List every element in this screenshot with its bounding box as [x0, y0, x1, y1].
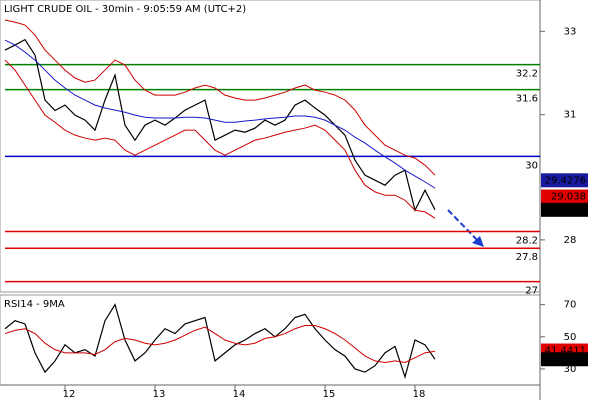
series-line [4, 59, 436, 219]
series-line [4, 19, 436, 176]
x-tick-label: 14 [233, 389, 246, 400]
rsi-panel [0, 294, 541, 386]
price-tag [541, 173, 588, 188]
level-label: 27 [525, 286, 538, 297]
x-tick-label: 13 [153, 389, 166, 400]
y-tick-label: 30 [564, 364, 577, 375]
level-label: 30 [525, 160, 538, 171]
price-tag [541, 352, 588, 367]
series-line [4, 38, 436, 212]
price-tag-label: 29.4276 [545, 175, 586, 186]
y-tick-label: 33 [564, 26, 577, 37]
y-tick-label: 50 [564, 332, 577, 343]
y-tick-label: 70 [564, 300, 577, 311]
panel-title: LIGHT CRUDE OIL - 30min - 9:05:59 AM (UT… [4, 4, 246, 15]
level-label: 32.2 [516, 69, 538, 80]
level-label: 27.8 [516, 252, 538, 263]
panel-title: RSI14 - 9MA [4, 299, 65, 310]
level-label: 31.6 [516, 94, 538, 105]
series-line [4, 325, 436, 364]
price-tag-label: 36.0216 [545, 354, 586, 365]
x-tick-label: 15 [323, 389, 336, 400]
y-tick-label: 28 [564, 235, 577, 246]
price-tag-label: 28.72 [557, 205, 586, 216]
price-tag [541, 202, 588, 217]
series-line [4, 303, 436, 380]
price-tag-label: 29.038 [551, 192, 586, 203]
x-tick-label: 12 [63, 389, 76, 400]
series-line [4, 39, 436, 189]
price-tag [541, 189, 588, 204]
x-tick-label: 18 [413, 389, 426, 400]
price-panel [0, 0, 541, 293]
level-label: 28.2 [516, 236, 538, 247]
price-tag-label: 41.4411 [545, 346, 586, 357]
trend-arrow [447, 209, 481, 244]
y-tick-label: 31 [564, 110, 577, 121]
trend-arrow-head [472, 236, 484, 247]
